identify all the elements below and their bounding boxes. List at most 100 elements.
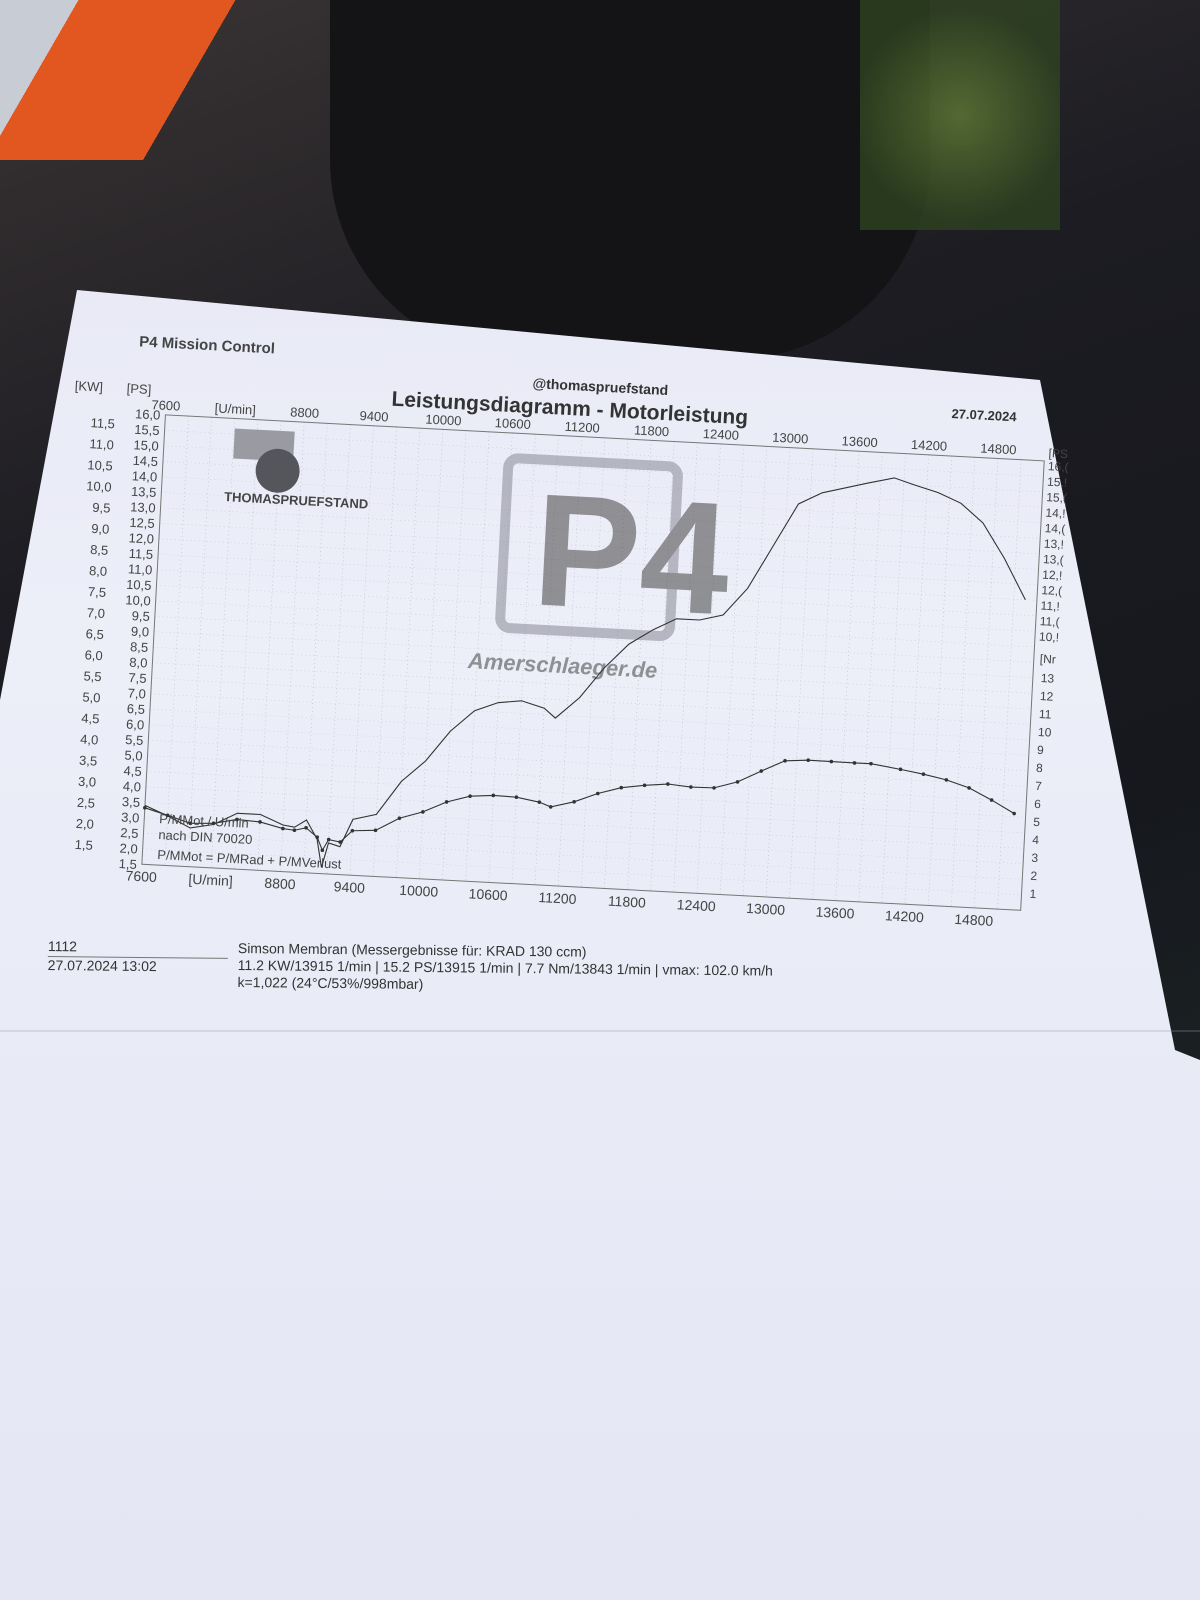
x-tick-label-bottom: 11800	[608, 893, 647, 911]
y-tick-label-nm: 12	[1040, 689, 1054, 704]
torque-point	[759, 769, 764, 773]
grid-line-horizontal	[142, 848, 1022, 896]
torque-point	[468, 794, 472, 798]
y-tick-label-ps: 12,5	[129, 515, 155, 531]
grid-line-vertical	[234, 419, 259, 870]
y-tick-label-right-ps: 12,!	[1042, 568, 1063, 583]
y-tick-label-kw: 4,5	[81, 711, 100, 727]
y-tick-label-kw: 1,5	[74, 837, 93, 853]
grid-line-vertical	[419, 429, 444, 879]
y-tick-label-right-ps: 15,!	[1047, 475, 1068, 490]
y-tick-label-nm: 2	[1030, 869, 1038, 883]
grid-line-horizontal	[161, 492, 1041, 539]
torque-point	[829, 759, 834, 764]
chart-grid	[141, 414, 1045, 911]
torque-point	[514, 795, 519, 799]
y-tick-label-kw: 5,5	[83, 668, 102, 684]
y-tick-label-kw: 9,5	[92, 500, 111, 516]
torque-point	[666, 782, 670, 786]
y-axis-right-ps-label: [PS	[1048, 446, 1068, 461]
y-tick-label-ps: 1,5	[118, 856, 137, 872]
y-tick-label-nm: 1	[1029, 887, 1037, 901]
x-tick-label-bottom: 10600	[468, 885, 508, 903]
x-tick-label-bottom: 9400	[333, 878, 365, 896]
y-tick-label-kw: 7,0	[86, 605, 105, 621]
torque-point	[572, 800, 576, 804]
y-tick-label-ps: 15,5	[134, 422, 160, 438]
grid-line-vertical	[557, 436, 582, 887]
x-tick-label-top: 10000	[425, 411, 462, 428]
grid-line-horizontal	[149, 709, 1029, 756]
torque-point	[315, 835, 320, 839]
y-tick-label-ps: 6,5	[127, 701, 146, 717]
y-tick-label-ps: 3,0	[121, 810, 140, 826]
grid-line-horizontal	[148, 740, 1028, 787]
grid-line-horizontal	[155, 600, 1035, 648]
x-tick-label-top: 7600	[151, 397, 181, 413]
y-tick-label-kw: 8,5	[90, 542, 109, 558]
y-tick-label-right-ps: 11,(	[1039, 614, 1060, 629]
grid-line-vertical	[789, 448, 814, 899]
x-tick-label-top: 11800	[634, 422, 670, 439]
y-tick-label-nm: 7	[1035, 779, 1043, 793]
y-tick-label-nm: 4	[1032, 833, 1040, 847]
grid-line-horizontal	[162, 461, 1042, 508]
grid-line-horizontal	[146, 771, 1026, 818]
y-tick-label-kw: 9,0	[91, 521, 110, 537]
grid-line-vertical	[442, 430, 467, 881]
torque-point	[143, 805, 147, 810]
y-tick-label-ps: 9,0	[131, 624, 150, 640]
grid-line-vertical	[372, 426, 397, 877]
y-tick-label-kw: 10,0	[86, 478, 112, 494]
grid-line-vertical	[210, 418, 236, 868]
grid-line-horizontal	[158, 554, 1037, 601]
x-tick-label-top: 9400	[359, 408, 389, 424]
torque-point	[869, 761, 873, 766]
x-tick-label-top: 8800	[290, 404, 320, 420]
x-tick-label-top: [U/min]	[214, 400, 256, 417]
watermark-frame	[495, 453, 683, 642]
torque-point	[852, 761, 857, 765]
y-tick-label-ps: 5,0	[124, 748, 143, 764]
y-tick-label-right-ps: 15,(	[1046, 490, 1067, 505]
grid-line-vertical	[164, 416, 189, 866]
grid-line-horizontal	[162, 476, 1041, 524]
grid-line-vertical	[187, 417, 212, 867]
y-axis-nm-label: [Nr	[1039, 652, 1056, 667]
y-tick-label-kw: 4,0	[80, 732, 99, 748]
y-tick-label-ps: 2,5	[120, 825, 139, 841]
torque-point	[444, 800, 449, 804]
torque-point	[304, 825, 308, 830]
x-tick-label-top: 12400	[703, 426, 740, 443]
x-tick-label-bottom: 10000	[399, 882, 439, 900]
y-tick-label-ps: 13,0	[130, 499, 156, 515]
y-tick-label-ps: 6,0	[126, 717, 145, 733]
x-tick-label-bottom: 13600	[815, 904, 855, 922]
y-tick-label-kw: 7,5	[88, 584, 107, 600]
torque-point	[944, 778, 949, 782]
watermark-url: Amerschlaeger.de	[466, 648, 658, 683]
background-seat	[330, 0, 930, 360]
grid-line-horizontal	[159, 523, 1039, 570]
x-tick-label-top: 10600	[494, 415, 531, 432]
grid-line-vertical	[511, 434, 536, 884]
grid-line-vertical	[303, 423, 328, 873]
handle-label: @thomaspruefstand	[532, 375, 669, 399]
grid-line-horizontal	[154, 616, 1034, 663]
torque-point	[595, 791, 600, 796]
x-tick-label-bottom: 7600	[125, 867, 157, 885]
grid-line-horizontal	[151, 678, 1031, 725]
x-tick-label-top: 13600	[841, 433, 878, 450]
watermark-logo-text: P4	[529, 459, 734, 648]
grid-line-vertical	[488, 433, 513, 883]
grid-line-vertical	[904, 454, 929, 905]
torque-point	[281, 826, 285, 831]
grid-line-vertical	[395, 428, 421, 878]
y-tick-label-kw: 2,5	[77, 795, 96, 811]
grid-line-horizontal	[149, 724, 1028, 772]
grid-line-vertical	[765, 447, 791, 897]
grid-line-horizontal	[153, 647, 1033, 694]
y-tick-label-kw: 6,0	[84, 647, 103, 663]
chart-axes: 7600 7600 [U/min] [U/min] 8800 8800 9400 9400 10…	[74, 378, 1069, 929]
